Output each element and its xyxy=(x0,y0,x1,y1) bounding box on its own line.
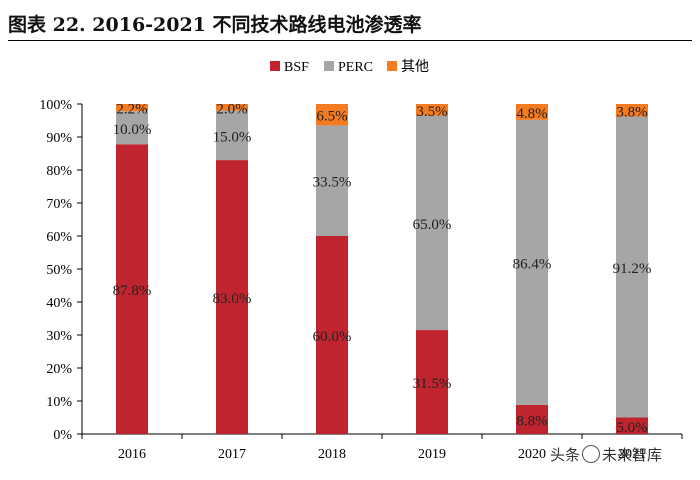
legend-label: 其他 xyxy=(401,59,429,75)
x-tick-label: 2018 xyxy=(318,447,346,462)
legend-swatch-perc xyxy=(324,61,334,71)
x-tick-label: 2021 xyxy=(618,447,646,462)
data-label: 60.0% xyxy=(313,329,352,345)
bar-segment-bsf-2018 xyxy=(316,236,348,434)
bar-segment-perc-2021 xyxy=(616,116,648,418)
y-tick-label: 100% xyxy=(39,98,72,113)
data-label: 2.2% xyxy=(116,102,147,118)
y-tick-label: 60% xyxy=(46,230,72,245)
bar-segment-perc-2018 xyxy=(316,125,348,236)
data-label: 91.2% xyxy=(613,261,652,277)
data-label: 83.0% xyxy=(213,291,252,307)
data-label: 86.4% xyxy=(513,256,552,272)
data-label: 6.5% xyxy=(316,109,347,125)
legend-swatch-bsf xyxy=(270,61,280,71)
bar-segment-其他-2020 xyxy=(516,104,548,120)
bar-segment-其他-2019 xyxy=(416,104,448,116)
watermark-prefix: 头条 xyxy=(550,446,581,464)
bar-segment-perc-2016 xyxy=(116,111,148,145)
data-label: 87.8% xyxy=(113,283,152,299)
bar-segment-bsf-2019 xyxy=(416,330,448,434)
y-tick-label: 50% xyxy=(46,263,72,278)
page-title: 图表 22. 2016-2021 不同技术路线电池渗透率 xyxy=(8,14,422,36)
data-label: 15.0% xyxy=(213,129,252,145)
data-label: 4.8% xyxy=(516,106,547,122)
legend-swatch-其他 xyxy=(387,61,397,71)
bar-segment-bsf-2016 xyxy=(116,144,148,434)
data-label: 33.5% xyxy=(313,175,352,191)
bar-segment-其他-2018 xyxy=(316,104,348,126)
bar-segment-perc-2020 xyxy=(516,119,548,405)
watermark-logo-icon xyxy=(582,445,601,463)
x-tick-label: 2019 xyxy=(418,447,446,462)
bar-segment-bsf-2017 xyxy=(216,160,248,434)
data-label: 31.5% xyxy=(413,376,452,392)
legend-label: BSF xyxy=(284,60,309,75)
watermark-name: 未来智库 xyxy=(602,446,663,464)
bar-segment-bsf-2021 xyxy=(616,417,648,434)
data-label: 5.0% xyxy=(616,420,647,436)
x-tick-label: 2017 xyxy=(218,447,246,462)
legend-label: PERC xyxy=(338,60,373,75)
y-tick-label: 80% xyxy=(46,164,72,179)
data-label: 3.8% xyxy=(616,104,647,120)
y-tick-label: 70% xyxy=(46,197,72,212)
data-label: 8.8% xyxy=(516,413,547,429)
y-tick-label: 90% xyxy=(46,131,72,146)
title-bar: 图表 22. 2016-2021 不同技术路线电池渗透率 xyxy=(8,6,692,41)
bar-segment-其他-2021 xyxy=(616,104,648,117)
x-tick-label: 2016 xyxy=(118,447,146,462)
bar-segment-perc-2017 xyxy=(216,110,248,161)
data-label: 65.0% xyxy=(413,217,452,233)
x-tick-label: 2020 xyxy=(518,447,546,462)
bar-segment-其他-2016 xyxy=(116,104,148,112)
watermark: 头条 未来智库 xyxy=(550,444,662,465)
data-label: 3.5% xyxy=(416,104,447,120)
y-tick-label: 20% xyxy=(46,362,72,377)
y-tick-label: 10% xyxy=(46,395,72,410)
bar-segment-其他-2017 xyxy=(216,104,248,111)
data-label: 2.0% xyxy=(216,101,247,117)
y-tick-label: 30% xyxy=(46,329,72,344)
y-tick-label: 40% xyxy=(46,296,72,311)
data-label: 10.0% xyxy=(113,122,152,138)
y-tick-label: 0% xyxy=(53,428,72,443)
bar-segment-perc-2019 xyxy=(416,115,448,331)
bar-segment-bsf-2020 xyxy=(516,404,548,434)
